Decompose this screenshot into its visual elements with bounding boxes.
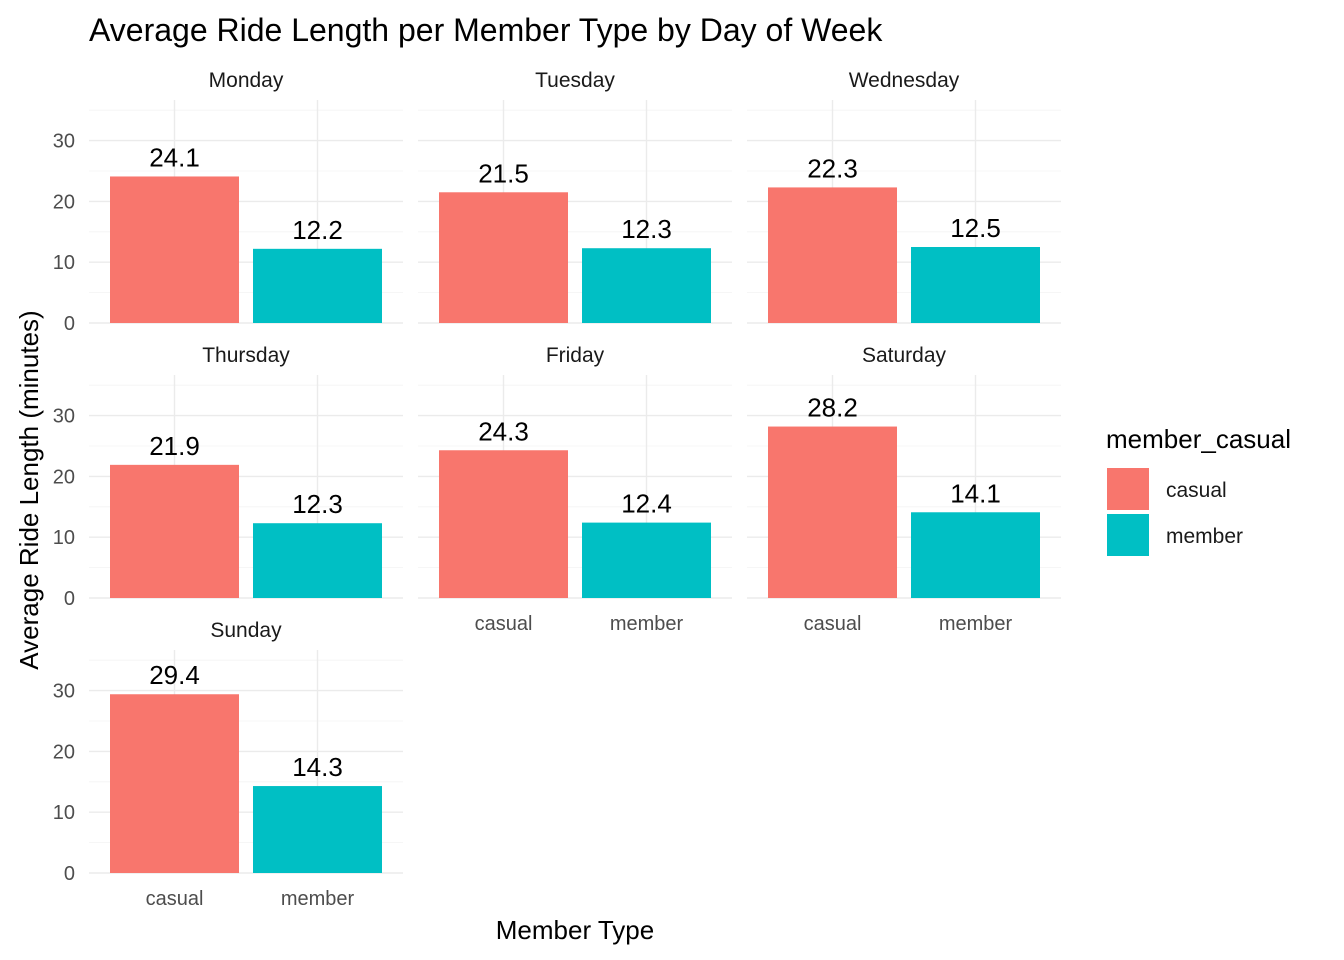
value-label-monday-casual: 24.1: [149, 142, 200, 172]
value-label-friday-member: 12.4: [621, 489, 672, 519]
value-label-sunday-casual: 29.4: [149, 660, 200, 690]
x-tick-label-member: member: [610, 613, 684, 635]
x-tick-label-casual: casual: [475, 613, 533, 635]
y-axis-title: Average Ride Length (minutes): [14, 310, 44, 669]
bar-sunday-member: [253, 786, 382, 873]
y-tick-label: 10: [53, 252, 75, 274]
panel-wednesday: Wednesday 22.3 12.5: [747, 69, 1061, 324]
x-tick-label-member: member: [939, 613, 1013, 635]
chart-title: Average Ride Length per Member Type by D…: [89, 12, 883, 48]
bar-tuesday-member: [582, 248, 711, 323]
bar-wednesday-casual: [768, 187, 897, 323]
facet-label-friday: Friday: [546, 344, 605, 367]
y-tick-label: 0: [64, 313, 75, 335]
panel-sunday: Sunday 29.4 14.3 0 10 20 30 casual member: [53, 619, 403, 910]
bar-saturday-casual: [768, 426, 897, 598]
facet-label-saturday: Saturday: [862, 344, 947, 367]
value-label-tuesday-member: 12.3: [621, 214, 672, 244]
value-label-friday-casual: 24.3: [478, 416, 529, 446]
panel-monday: Monday 24.1 12.2 0 10 20 30: [53, 69, 403, 335]
bar-tuesday-casual: [439, 192, 568, 323]
panel-friday: Friday 24.3 12.4 casual member: [418, 344, 732, 635]
bar-monday-member: [253, 248, 382, 323]
facet-label-wednesday: Wednesday: [849, 69, 960, 92]
y-tick-label: 0: [64, 588, 75, 610]
bar-thursday-casual: [110, 464, 239, 598]
bar-monday-casual: [110, 176, 239, 323]
y-tick-label: 30: [53, 406, 75, 428]
bar-sunday-casual: [110, 694, 239, 873]
legend-key-member: [1107, 514, 1149, 556]
y-tick-label: 20: [53, 741, 75, 763]
value-label-tuesday-casual: 21.5: [478, 158, 529, 188]
y-tick-label: 20: [53, 466, 75, 488]
x-axis-title: Member Type: [496, 915, 654, 945]
value-label-wednesday-casual: 22.3: [807, 153, 858, 183]
panel-thursday: Thursday 21.9 12.3 0 10 20 30: [53, 344, 403, 610]
y-tick-label: 10: [53, 527, 75, 549]
value-label-sunday-member: 14.3: [292, 752, 343, 782]
facet-panels: Monday 24.1 12.2 0 10 20 30 Tuesday 21.5 12.3 Wedn…: [53, 69, 1061, 910]
y-tick-label: 10: [53, 802, 75, 824]
facet-label-tuesday: Tuesday: [535, 69, 615, 92]
legend-label-casual: casual: [1166, 479, 1227, 502]
value-label-wednesday-member: 12.5: [950, 213, 1001, 243]
value-label-saturday-casual: 28.2: [807, 393, 858, 423]
legend-label-member: member: [1166, 525, 1243, 548]
bar-saturday-member: [911, 512, 1040, 598]
facet-label-monday: Monday: [209, 69, 284, 92]
y-tick-label: 20: [53, 191, 75, 213]
value-label-monday-member: 12.2: [292, 215, 343, 245]
value-label-thursday-member: 12.3: [292, 489, 343, 519]
value-label-saturday-member: 14.1: [950, 478, 1001, 508]
x-tick-label-casual: casual: [804, 613, 862, 635]
y-tick-label: 30: [53, 681, 75, 703]
facet-label-sunday: Sunday: [210, 619, 282, 642]
panel-tuesday: Tuesday 21.5 12.3: [418, 69, 732, 324]
x-tick-label-casual: casual: [146, 888, 204, 910]
legend: member_casual casual member: [1106, 424, 1291, 556]
value-label-thursday-casual: 21.9: [149, 431, 200, 461]
y-tick-label: 0: [64, 863, 75, 885]
panel-saturday: Saturday 28.2 14.1 casual member: [747, 344, 1061, 635]
bar-friday-casual: [439, 450, 568, 598]
legend-title: member_casual: [1106, 424, 1291, 454]
facet-label-thursday: Thursday: [202, 344, 290, 367]
bar-friday-member: [582, 522, 711, 598]
legend-key-casual: [1107, 468, 1149, 510]
x-tick-label-member: member: [281, 888, 355, 910]
bar-wednesday-member: [911, 247, 1040, 323]
bar-thursday-member: [253, 523, 382, 598]
y-tick-label: 30: [53, 131, 75, 153]
